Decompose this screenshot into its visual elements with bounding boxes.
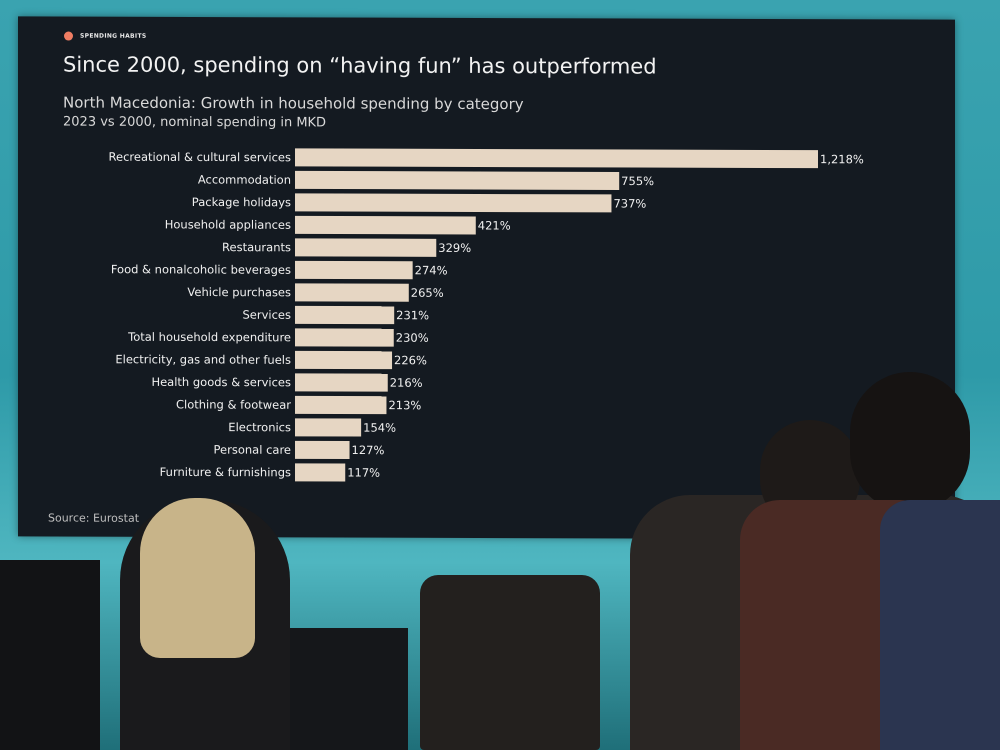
bar xyxy=(295,328,394,347)
value-label: 737% xyxy=(613,196,646,210)
category-label: Package holidays xyxy=(192,195,291,209)
category-label: Electricity, gas and other fuels xyxy=(115,352,291,367)
bar xyxy=(295,215,476,235)
category-label: Furniture & furnishings xyxy=(160,465,291,479)
bar xyxy=(295,238,437,257)
stage-chair xyxy=(420,575,600,750)
category-label: Electronics xyxy=(228,420,291,434)
value-label: 755% xyxy=(621,174,654,188)
category-label: Recreational & cultural services xyxy=(109,150,291,165)
value-label: 154% xyxy=(363,421,396,435)
category-label: Household appliances xyxy=(165,217,291,231)
category-label: Health goods & services xyxy=(151,375,291,389)
bar xyxy=(295,305,395,325)
bar xyxy=(295,440,350,460)
category-label: Total household expenditure xyxy=(127,330,291,345)
category-label: Personal care xyxy=(214,443,291,457)
value-label: 117% xyxy=(347,466,380,480)
category-label: Accommodation xyxy=(198,172,291,186)
value-label: 231% xyxy=(396,308,429,322)
side-table xyxy=(288,628,408,750)
category-label: Services xyxy=(243,308,292,322)
audience-person xyxy=(880,500,1000,750)
bar xyxy=(295,418,362,437)
value-label: 127% xyxy=(352,443,385,457)
bar xyxy=(295,260,413,280)
value-label: 230% xyxy=(396,331,429,345)
bar xyxy=(295,170,620,190)
bar xyxy=(295,395,387,415)
category-label: Restaurants xyxy=(222,240,291,254)
value-label: 226% xyxy=(394,353,427,367)
category-label: Food & nonalcoholic beverages xyxy=(111,262,291,277)
bar xyxy=(295,350,393,370)
value-label: 274% xyxy=(415,263,448,277)
value-label: 213% xyxy=(388,398,421,412)
category-label: Clothing & footwear xyxy=(176,397,291,411)
bar xyxy=(295,193,612,213)
bar xyxy=(295,148,818,169)
value-label: 329% xyxy=(438,241,471,255)
value-label: 421% xyxy=(478,218,511,232)
category-label: Vehicle purchases xyxy=(187,285,291,299)
audience-person xyxy=(850,372,970,512)
bar xyxy=(295,463,346,482)
bar-chart: Recreational & cultural services 1,218% Ac… xyxy=(109,148,864,482)
source-note: Source: Eurostat xyxy=(48,511,140,525)
audience-person xyxy=(0,560,100,750)
value-label: 265% xyxy=(411,286,444,300)
bar xyxy=(295,373,388,392)
presentation-screen: SPENDING HABITS Since 2000, spending on … xyxy=(18,16,955,540)
value-label: 216% xyxy=(390,376,423,390)
bar xyxy=(295,283,409,302)
audience-hair xyxy=(140,498,255,658)
value-label: 1,218% xyxy=(820,152,864,166)
